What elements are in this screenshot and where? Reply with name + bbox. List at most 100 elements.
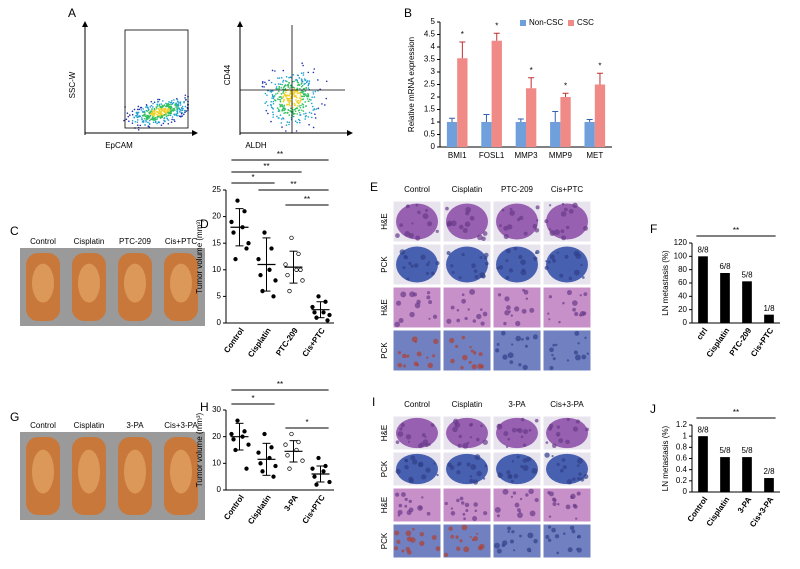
flow-dot — [273, 95, 276, 97]
cell — [416, 351, 422, 357]
point — [287, 288, 292, 294]
flow-dot — [178, 110, 181, 113]
flow-dot — [274, 99, 276, 101]
cell — [451, 270, 455, 274]
flow-dot — [143, 117, 146, 120]
flow-dot — [272, 102, 275, 105]
cell — [480, 321, 485, 326]
cell — [394, 321, 401, 328]
cell — [578, 472, 582, 476]
cell — [432, 354, 436, 358]
cell — [511, 460, 515, 463]
flow-dot — [310, 99, 312, 101]
flow-dot — [283, 99, 285, 102]
flow-dot — [131, 120, 134, 122]
panel-label: F — [650, 222, 657, 236]
cell — [549, 423, 554, 429]
flow-dot — [173, 120, 176, 123]
flow-dot — [169, 114, 172, 117]
flow-dot — [307, 116, 310, 118]
flow-dot — [289, 104, 291, 107]
flow-dot — [288, 114, 291, 116]
flow-dot — [272, 100, 275, 103]
flow-dot — [302, 74, 305, 76]
cell — [556, 425, 561, 429]
cell — [450, 534, 455, 539]
y-tick-label: 10 — [212, 458, 221, 467]
flow-dot — [285, 80, 288, 83]
flow-dot — [270, 100, 273, 103]
cell — [420, 254, 426, 260]
photo-label: Control — [30, 421, 56, 430]
cell — [580, 263, 583, 267]
cell — [457, 443, 462, 448]
cell — [410, 455, 416, 461]
flow-dot — [162, 107, 164, 110]
x-tick-label: BMI1 — [448, 151, 467, 160]
flow-dot — [307, 94, 310, 97]
flow-dot — [163, 104, 166, 106]
y-tick-label: 0.4 — [676, 465, 688, 474]
cell — [413, 263, 419, 268]
flow-dot — [303, 113, 305, 115]
cell — [519, 497, 523, 501]
cell — [425, 467, 431, 473]
cell — [579, 313, 582, 317]
cell — [480, 424, 483, 428]
flow-dot — [181, 109, 184, 111]
photo-label: Cisplatin — [74, 237, 105, 246]
cell — [549, 230, 556, 236]
cell — [404, 458, 409, 463]
flow-dot — [285, 130, 287, 132]
cell — [481, 273, 486, 279]
cell — [566, 359, 570, 362]
cell — [505, 248, 511, 254]
cell — [450, 507, 454, 510]
flow-dot — [307, 87, 310, 89]
flow-dot — [281, 105, 283, 107]
flow-dot — [140, 117, 143, 119]
cell — [417, 443, 423, 449]
cell — [403, 255, 409, 260]
cell — [497, 293, 502, 297]
flow-dot — [312, 109, 314, 111]
flow-dot — [282, 69, 285, 72]
flow-dot — [134, 120, 137, 123]
flow-dot — [150, 100, 153, 103]
cell — [431, 535, 437, 540]
flow-dot — [283, 86, 285, 89]
point — [231, 437, 236, 442]
cell — [548, 295, 552, 299]
cell — [421, 496, 424, 499]
cell — [532, 223, 538, 229]
panel-label: J — [650, 402, 656, 416]
flow-dot — [176, 112, 179, 115]
flow-dot — [313, 96, 316, 98]
flow-dot — [142, 108, 144, 110]
point — [312, 474, 317, 479]
cell — [569, 525, 575, 531]
cell — [402, 353, 407, 359]
flow-dot — [144, 124, 146, 126]
cell — [396, 539, 401, 544]
cell — [564, 254, 569, 259]
cell — [557, 502, 560, 506]
arrow — [347, 130, 353, 136]
cell — [562, 465, 567, 470]
cell — [456, 546, 461, 551]
y-tick-label: 1.5 — [424, 105, 436, 114]
cell — [562, 532, 566, 535]
cell — [469, 475, 473, 478]
flow-dot — [277, 98, 279, 100]
cell — [533, 538, 538, 544]
cell — [531, 467, 538, 474]
flow-dot — [301, 103, 304, 105]
flow-dot — [300, 83, 303, 85]
flow-dot — [156, 103, 159, 106]
cell — [516, 455, 520, 459]
flow-dot — [272, 116, 274, 118]
flow-dot — [307, 71, 310, 74]
y-tick-label: 10 — [212, 265, 221, 274]
flow-dot — [159, 111, 162, 114]
flow-dot — [289, 99, 292, 102]
